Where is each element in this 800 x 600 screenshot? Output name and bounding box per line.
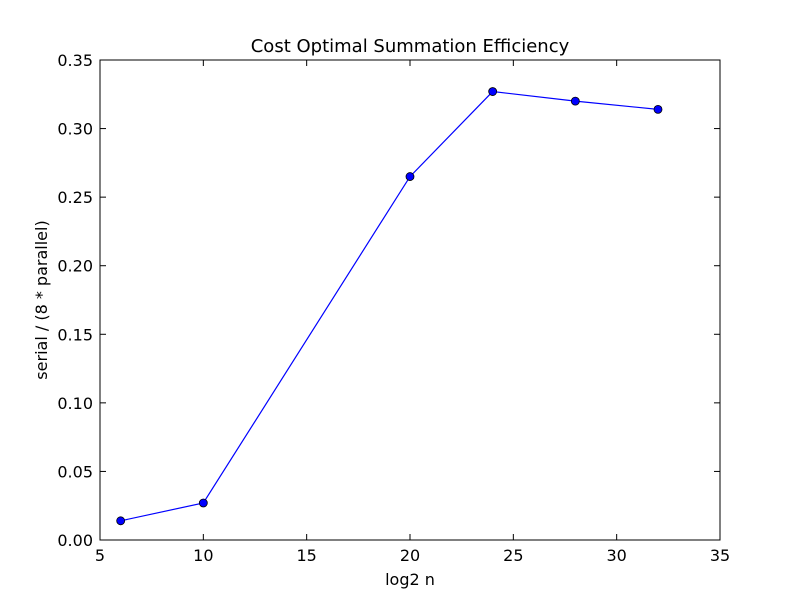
x-axis-tick-labels: 5 10 15 20 25 30 35 — [95, 546, 730, 565]
y-axis-tick-labels: 0.00 0.05 0.10 0.15 0.20 0.25 0.30 0.35 — [57, 51, 93, 550]
x-tick-label: 30 — [606, 546, 626, 565]
y-axis-ticks — [100, 59, 720, 541]
data-point — [405, 172, 415, 181]
data-point — [653, 104, 663, 114]
series-line — [120, 90, 659, 522]
series-layer — [116, 87, 663, 526]
chart-title: Cost Optimal Summation Efficiency — [251, 36, 570, 57]
y-tick-label: 0.30 — [57, 120, 93, 139]
y-tick-label: 0.15 — [57, 325, 93, 344]
data-point — [488, 87, 498, 96]
y-tick-label: 0.25 — [57, 188, 93, 207]
y-tick-label: 0.05 — [57, 462, 93, 481]
x-axis-ticks — [99, 60, 721, 540]
x-axis-label: log2 n — [385, 570, 435, 589]
data-point — [198, 498, 208, 508]
x-tick-label: 10 — [193, 546, 213, 565]
x-tick-label: 25 — [503, 546, 523, 565]
x-tick-label: 20 — [400, 546, 420, 565]
y-tick-label: 0.00 — [57, 531, 93, 550]
y-tick-label: 0.10 — [57, 394, 93, 413]
data-point — [116, 516, 126, 526]
plot-area-frame — [99, 59, 721, 541]
x-tick-label: 5 — [95, 546, 105, 565]
y-tick-label: 0.20 — [57, 257, 93, 276]
data-point — [570, 96, 580, 106]
y-axis-label: serial / (8 * parallel) — [32, 220, 51, 379]
x-tick-label: 15 — [296, 546, 316, 565]
y-tick-label: 0.35 — [57, 51, 93, 70]
x-tick-label: 35 — [710, 546, 730, 565]
